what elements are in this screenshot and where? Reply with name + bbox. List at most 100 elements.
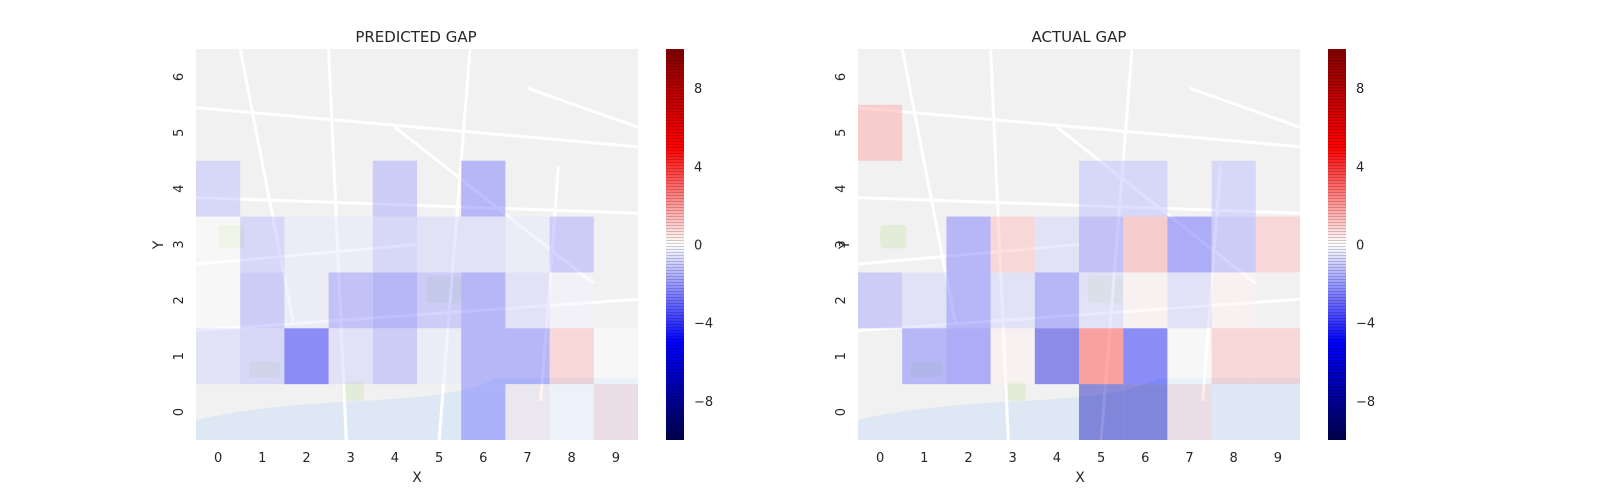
y-tick-label: 4: [834, 185, 849, 193]
actual-gap-title: ACTUAL GAP: [1032, 28, 1127, 46]
map-road: [989, 48, 1010, 441]
y-tick-label: 5: [172, 129, 187, 137]
map-park: [218, 224, 245, 249]
map-road: [238, 48, 295, 323]
x-tick-label: 4: [1053, 451, 1061, 466]
map-road: [437, 48, 472, 441]
heatmap-cell: [196, 160, 241, 217]
heatmap-cell: [946, 216, 991, 273]
map-road: [539, 166, 560, 402]
map-park: [911, 361, 942, 378]
heatmap-cell: [1211, 216, 1256, 273]
heatmap-cell: [1211, 328, 1256, 385]
heatmap-cell: [196, 272, 241, 329]
y-tick-label: 2: [834, 296, 849, 304]
actual-map-background: [857, 48, 1301, 441]
predicted-colorbar: 8 4 0 −4 −8: [666, 49, 713, 440]
heatmap-cell: [1123, 328, 1168, 385]
map-road: [195, 106, 639, 149]
predicted-y-axis-label: Y: [151, 240, 167, 250]
heatmap-cell: [284, 328, 329, 385]
y-tick-label: 3: [834, 240, 849, 248]
colorbar-bands: [666, 49, 684, 440]
heatmap-cell: [284, 272, 329, 329]
map-park: [249, 361, 280, 378]
map-road: [1055, 126, 1257, 285]
map-road: [857, 297, 1301, 333]
map-road: [1201, 166, 1222, 402]
y-tick-label: 6: [172, 73, 187, 81]
heatmap-cell: [946, 328, 991, 385]
heatmap-cell: [417, 272, 462, 329]
x-tick-label: 9: [612, 451, 620, 466]
map-road: [857, 243, 1080, 266]
heatmap-cell: [505, 384, 550, 440]
y-tick-label: 2: [172, 296, 187, 304]
heatmap-cell: [372, 272, 417, 329]
heatmap-cell: [549, 272, 594, 329]
heatmap-cell: [1079, 272, 1124, 329]
map-road: [526, 86, 639, 129]
heatmap-cell: [946, 272, 991, 329]
heatmap-cell: [549, 328, 594, 385]
x-tick-label: 3: [347, 451, 355, 466]
y-tick-label: 4: [172, 185, 187, 193]
heatmap-cell: [461, 328, 506, 385]
colorbar-tick-label: 4: [694, 160, 702, 175]
x-tick-label: 5: [1097, 451, 1105, 466]
x-tick-label: 2: [302, 451, 310, 466]
heatmap-cell: [902, 328, 947, 385]
heatmap-cell: [328, 272, 373, 329]
heatmap-cell: [1079, 216, 1124, 273]
heatmap-cell: [505, 328, 550, 385]
heatmap-cell: [593, 384, 638, 440]
heatmap-cell: [505, 272, 550, 329]
heatmap-cell: [240, 216, 285, 273]
x-tick-label: 5: [435, 451, 443, 466]
colorbar-tick-label: 8: [1356, 82, 1364, 97]
colorbar-tick-label: −4: [1356, 317, 1375, 332]
map-road: [1099, 48, 1134, 441]
heatmap-cell: [990, 272, 1035, 329]
heatmap-cell: [372, 328, 417, 385]
x-tick-label: 8: [568, 451, 576, 466]
y-tick-label: 0: [834, 408, 849, 416]
x-tick-label: 4: [391, 451, 399, 466]
heatmap-cell: [1079, 160, 1124, 217]
y-tick-label: 5: [834, 129, 849, 137]
map-road: [327, 48, 348, 441]
heatmap-cell: [1079, 328, 1124, 385]
heatmap-cell: [858, 272, 903, 329]
map-road: [195, 243, 418, 266]
y-tick-label: 1: [172, 352, 187, 360]
heatmap-cell: [1123, 384, 1168, 440]
y-tick-label: 3: [172, 240, 187, 248]
map-road: [900, 48, 957, 323]
x-tick-label: 0: [876, 451, 884, 466]
heatmap-cell: [1123, 160, 1168, 217]
x-tick-label: 0: [214, 451, 222, 466]
map-park: [341, 381, 364, 401]
heatmap-cell: [372, 160, 417, 217]
y-tick-label: 1: [834, 352, 849, 360]
x-tick-label: 7: [523, 451, 531, 466]
heatmap-cell: [240, 328, 285, 385]
heatmap-cell: [328, 328, 373, 385]
heatmap-cell: [461, 384, 506, 440]
map-road: [393, 126, 595, 285]
map-road: [195, 297, 639, 333]
heatmap-cell: [196, 216, 241, 273]
heatmap-cell: [505, 216, 550, 273]
x-tick-label: 6: [479, 451, 487, 466]
actual-y-axis-label: Y: [837, 240, 853, 250]
colorbar-tick-label: −4: [694, 317, 713, 332]
actual-gap-panel: ACTUAL GAP 0 1 2 3 4 5 6 7 8 9 0 1 2 3 4 5 6 X Y 8 4 0 −4 −…: [834, 28, 1375, 486]
actual-x-axis-label: X: [1075, 470, 1085, 486]
heatmap-cell: [1123, 216, 1168, 273]
heatmap-cell: [858, 104, 903, 161]
heatmap-cell: [1211, 272, 1256, 329]
predicted-map-background: [195, 48, 639, 441]
heatmap-cell: [1167, 272, 1212, 329]
